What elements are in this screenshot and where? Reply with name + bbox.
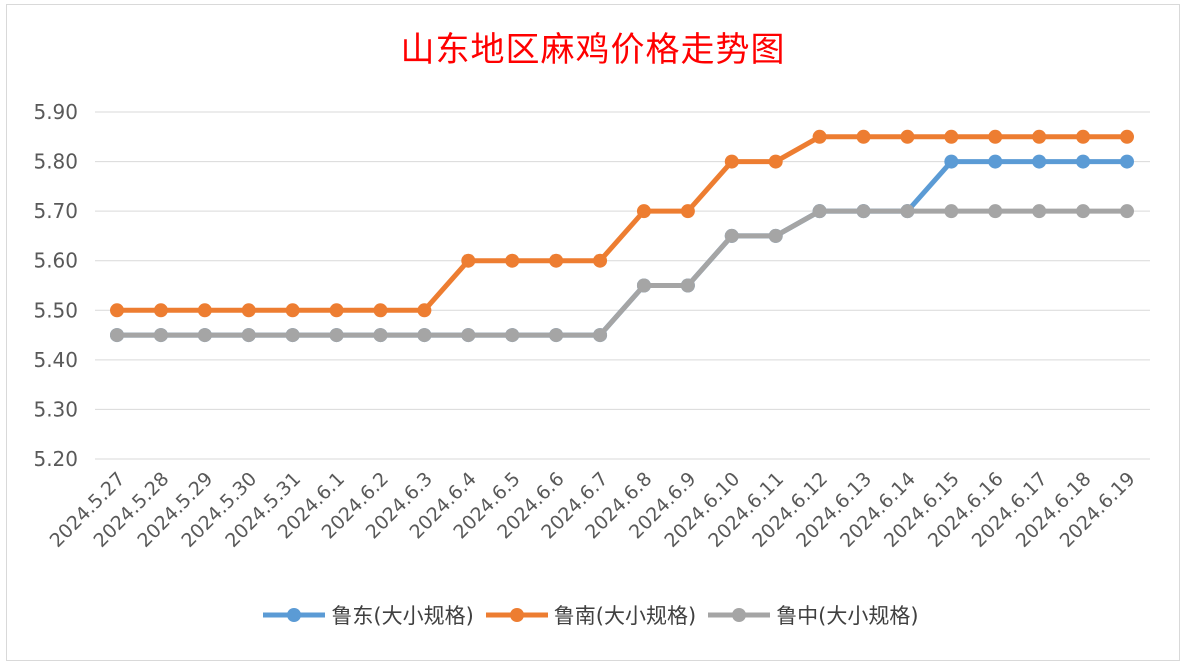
data-point — [812, 129, 827, 144]
data-point — [724, 228, 739, 243]
y-tick-label: 5.30 — [33, 397, 78, 421]
data-point — [1032, 154, 1047, 169]
data-point — [1032, 204, 1047, 219]
data-point — [593, 253, 608, 268]
data-point — [285, 303, 300, 318]
plot-area: 5.205.305.405.505.605.705.805.902024.5.2… — [33, 100, 1150, 552]
data-point — [153, 303, 168, 318]
y-tick-label: 5.60 — [33, 249, 78, 273]
data-point — [373, 303, 388, 318]
data-point — [680, 204, 695, 219]
data-point — [636, 204, 651, 219]
data-point — [285, 328, 300, 343]
y-tick-label: 5.50 — [33, 298, 78, 322]
y-tick-label: 5.80 — [33, 150, 78, 174]
data-point — [417, 303, 432, 318]
data-point — [724, 154, 739, 169]
data-point — [1076, 204, 1091, 219]
chart-title: 山东地区麻鸡价格走势图 — [400, 30, 786, 70]
data-point — [241, 328, 256, 343]
data-point — [329, 328, 344, 343]
data-point — [1032, 129, 1047, 144]
legend-swatch-lunan — [485, 608, 548, 622]
data-point — [768, 154, 783, 169]
data-point — [1120, 129, 1134, 144]
data-point — [461, 328, 476, 343]
data-point — [505, 328, 520, 343]
data-point — [549, 253, 564, 268]
data-point — [329, 303, 344, 318]
data-point — [900, 129, 915, 144]
legend-entry-lunan[interactable]: 鲁南(大小规格) — [484, 600, 702, 630]
legend-entry-luzhong[interactable]: 鲁中(大小规格) — [706, 600, 924, 630]
y-tick-label: 5.20 — [33, 447, 78, 471]
data-point — [549, 328, 564, 343]
data-point — [110, 303, 124, 318]
y-tick-label: 5.40 — [33, 348, 78, 372]
y-tick-label: 5.90 — [33, 100, 78, 124]
legend-swatch-luzhong — [708, 608, 771, 622]
data-point — [1120, 204, 1134, 219]
data-point — [197, 328, 212, 343]
data-point — [241, 303, 256, 318]
legend: 鲁东(大小规格) 鲁南(大小规格) 鲁中(大小规格) — [0, 600, 1186, 630]
legend-label-lunan: 鲁南(大小规格) — [553, 604, 697, 628]
data-point — [1076, 154, 1091, 169]
data-point — [988, 154, 1003, 169]
data-point — [636, 278, 651, 293]
data-point — [153, 328, 168, 343]
y-tick-label: 5.70 — [33, 199, 78, 223]
data-point — [373, 328, 388, 343]
data-point — [988, 204, 1003, 219]
data-point — [505, 253, 520, 268]
data-point — [110, 328, 124, 343]
legend-label-ludong: 鲁东(大小规格) — [331, 604, 474, 628]
data-point — [197, 303, 212, 318]
data-point — [1076, 129, 1091, 144]
data-point — [768, 228, 783, 243]
data-point — [417, 328, 432, 343]
data-point — [856, 204, 871, 219]
data-point — [1120, 154, 1134, 169]
data-point — [944, 129, 959, 144]
data-point — [812, 204, 827, 219]
data-point — [680, 278, 695, 293]
data-point — [856, 129, 871, 144]
data-point — [593, 328, 608, 343]
series-line-1 — [114, 134, 1130, 313]
data-point — [461, 253, 476, 268]
data-point — [944, 154, 959, 169]
legend-label-luzhong: 鲁中(大小规格) — [776, 604, 919, 628]
legend-swatch-ludong — [263, 608, 326, 622]
data-point — [900, 204, 915, 219]
legend-entry-ludong[interactable]: 鲁东(大小规格) — [261, 600, 479, 630]
series-line-2 — [114, 208, 1130, 338]
data-point — [944, 204, 959, 219]
data-point — [988, 129, 1003, 144]
